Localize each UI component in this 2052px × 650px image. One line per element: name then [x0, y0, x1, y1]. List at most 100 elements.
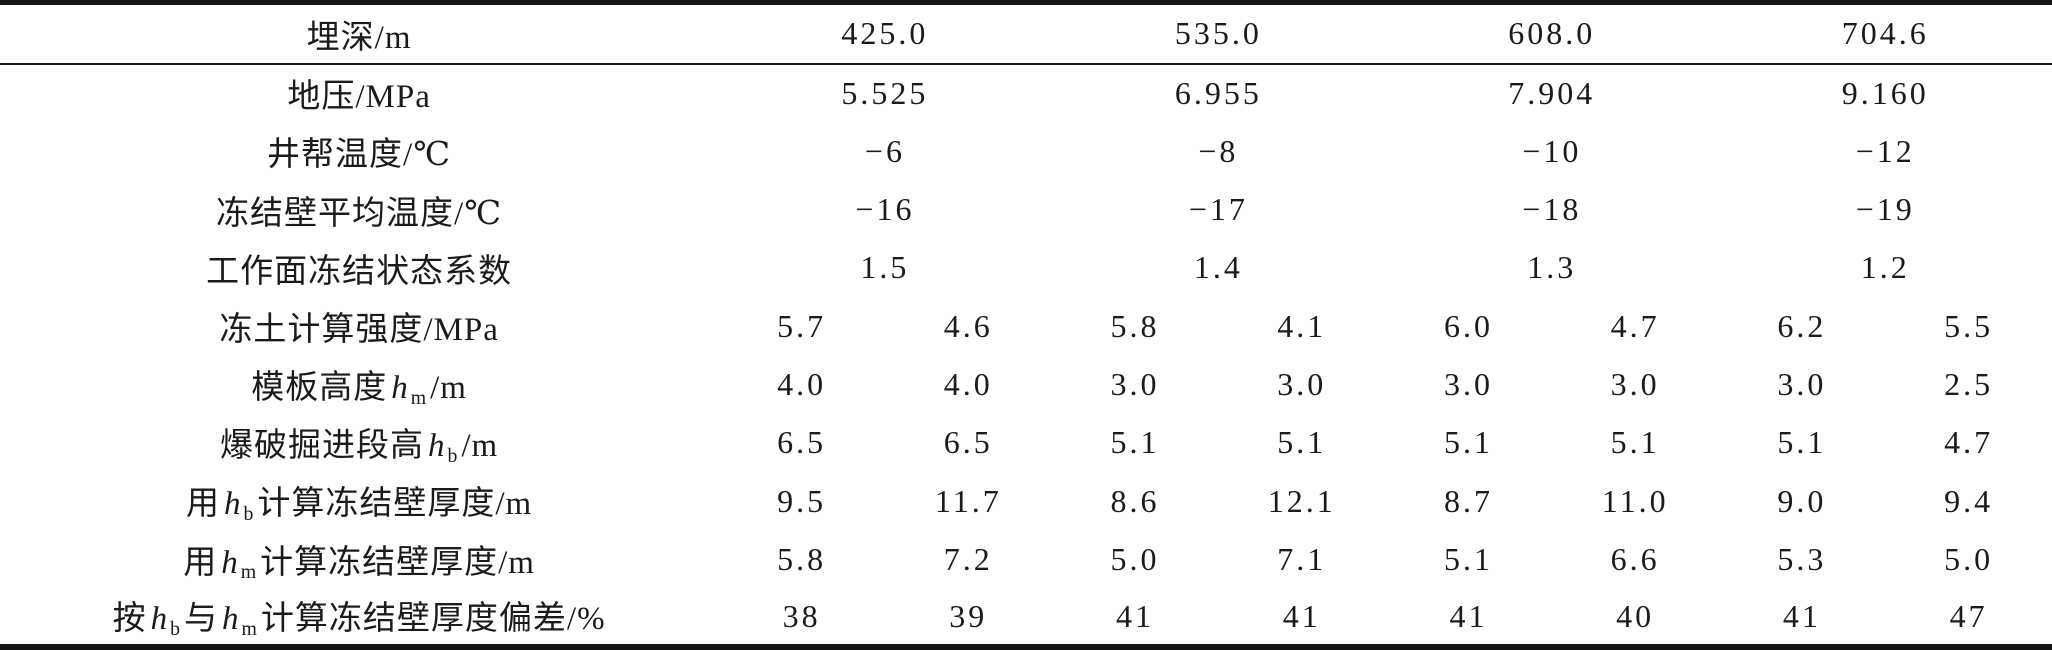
cell-dev-4b: 47 — [1949, 597, 1988, 634]
cell-thm-4b: 5.0 — [1944, 540, 1994, 577]
row-label-freezing-wall-avg-temperature: 冻结壁平均温度/℃ — [0, 180, 718, 238]
label-text: 冻土计算强度/MPa — [219, 312, 499, 349]
cell-dev-3a: 41 — [1449, 597, 1488, 634]
label-variable: h — [150, 601, 168, 638]
label-text: 与 — [184, 601, 219, 638]
label-subscript: b — [170, 618, 181, 641]
cell-depth-3: 608.0 — [1385, 2, 1719, 65]
label-text: 井帮温度/℃ — [267, 137, 452, 174]
table-row-burial-depth: 埋深/m 425.0 535.0 608.0 704.6 — [0, 2, 2052, 65]
table-row-thickness-deviation: 按 h b 与 h m 计算冻结壁厚度偏差/% 38 39 41 41 41 40 41 4… — [0, 589, 2052, 647]
cell-strength-1a: 5.7 — [777, 307, 827, 344]
cell-avgtemp-1: −16 — [855, 191, 915, 228]
label-text: /m — [430, 369, 467, 406]
cell-thb-4a: 9.0 — [1777, 482, 1827, 519]
row-label-thickness-by-hm: 用 h m 计算冻结壁厚度/m — [0, 530, 718, 588]
label-text: 用 — [185, 486, 220, 523]
label-text: 埋深/m — [306, 19, 412, 56]
table-row-blasting-section-height: 爆破掘进段高 h b/m 6.5 6.5 5.1 5.1 5.1 5.1 5.1 4… — [0, 414, 2052, 472]
cell-hm-1a: 4.0 — [777, 366, 827, 403]
table-row-thickness-by-hm: 用 h m 计算冻结壁厚度/m 5.8 7.2 5.0 7.1 5.1 6.6 5.3… — [0, 530, 2052, 588]
cell-hm-2b: 3.0 — [1277, 366, 1327, 403]
row-label-burial-depth: 埋深/m — [0, 2, 719, 65]
cell-hb-2b: 5.1 — [1277, 424, 1327, 461]
table-row-shaft-wall-temperature: 井帮温度/℃ −6 −8 −10 −12 — [0, 122, 2052, 180]
cell-coeff-2: 1.4 — [1193, 249, 1243, 286]
label-text: 用 — [183, 544, 218, 581]
label-text: 爆破掘进段高 — [219, 427, 424, 464]
cell-thb-2a: 8.6 — [1110, 482, 1160, 519]
cell-strength-3b: 4.7 — [1610, 307, 1660, 344]
label-subscript: m — [241, 618, 257, 641]
label-text: 模板高度 — [251, 369, 388, 406]
cell-thm-1b: 7.2 — [943, 540, 993, 577]
row-label-frozen-soil-strength: 冻土计算强度/MPa — [0, 297, 718, 355]
cell-dev-2a: 41 — [1116, 597, 1154, 634]
row-label-thickness-by-hb: 用 h b 计算冻结壁厚度/m — [0, 472, 718, 530]
label-subscript: m — [240, 561, 257, 584]
cell-pressure-2: 6.955 — [1174, 74, 1262, 111]
cell-hb-3a: 5.1 — [1443, 424, 1493, 461]
cell-thb-3a: 8.7 — [1443, 482, 1493, 519]
label-text: 计算冻结壁厚度偏差/% — [260, 601, 606, 638]
cell-thm-4a: 5.3 — [1777, 540, 1827, 577]
cell-thb-1b: 11.7 — [934, 482, 1002, 519]
cell-coeff-3: 1.3 — [1527, 249, 1577, 286]
cell-strength-4a: 6.2 — [1777, 307, 1827, 344]
cell-thm-1a: 5.8 — [777, 540, 827, 577]
label-text: 计算冻结壁厚度/m — [260, 544, 535, 581]
cell-hb-2a: 5.1 — [1110, 424, 1160, 461]
cell-dev-3b: 40 — [1616, 597, 1655, 634]
label-variable: h — [223, 486, 241, 523]
cell-hm-1b: 4.0 — [943, 366, 993, 403]
cell-thm-3a: 5.1 — [1443, 540, 1493, 577]
cell-dev-1b: 39 — [949, 597, 988, 634]
cell-pressure-4: 9.160 — [1841, 74, 1929, 111]
cell-thm-2a: 5.0 — [1110, 540, 1160, 577]
row-label-ground-pressure: 地压/MPa — [0, 64, 718, 122]
label-text: 地压/MPa — [287, 79, 431, 116]
cell-pressure-1: 5.525 — [841, 74, 929, 111]
cell-thb-1a: 9.5 — [777, 482, 827, 519]
cell-thm-2b: 7.1 — [1277, 540, 1327, 577]
row-label-formwork-height: 模板高度 h m/m — [0, 355, 718, 413]
cell-hb-4a: 5.1 — [1777, 424, 1827, 461]
label-text: /m — [461, 427, 499, 464]
cell-dev-4a: 41 — [1782, 597, 1821, 634]
table-row-frozen-soil-strength: 冻土计算强度/MPa 5.7 4.6 5.8 4.1 6.0 4.7 6.2 5… — [0, 297, 2052, 355]
cell-hb-1b: 6.5 — [943, 424, 993, 461]
label-variable: h — [221, 544, 238, 581]
cell-hm-2a: 3.0 — [1110, 366, 1160, 403]
label-subscript: b — [447, 444, 458, 467]
cell-hm-3b: 3.0 — [1610, 366, 1660, 403]
cell-depth-2: 535.0 — [1051, 2, 1386, 65]
cell-avgtemp-4: −19 — [1855, 191, 1915, 228]
cell-dev-2b: 41 — [1282, 597, 1321, 634]
cell-hb-3b: 5.1 — [1610, 424, 1660, 461]
cell-hb-4b: 4.7 — [1944, 424, 1994, 461]
label-subscript: b — [243, 503, 254, 526]
row-label-blasting-section-height: 爆破掘进段高 h b/m — [0, 414, 718, 472]
cell-avgtemp-2: −17 — [1188, 191, 1248, 228]
table-row-freezing-wall-avg-temperature: 冻结壁平均温度/℃ −16 −17 −18 −19 — [0, 180, 2052, 238]
cell-avgtemp-3: −18 — [1522, 191, 1582, 228]
cell-thb-3b: 11.0 — [1601, 482, 1669, 519]
cell-hm-4a: 3.0 — [1777, 366, 1827, 403]
cell-strength-2a: 5.8 — [1110, 307, 1160, 344]
cell-hb-1a: 6.5 — [777, 424, 827, 461]
cell-strength-4b: 5.5 — [1944, 307, 1994, 344]
cell-depth-1: 425.0 — [718, 2, 1052, 65]
cell-walltemp-1: −6 — [864, 132, 905, 169]
table-row-ground-pressure: 地压/MPa 5.525 6.955 7.904 9.160 — [0, 64, 2052, 122]
cell-strength-3a: 6.0 — [1443, 307, 1493, 344]
label-variable: h — [391, 369, 408, 406]
cell-thm-3b: 6.6 — [1610, 540, 1660, 577]
cell-coeff-4: 1.2 — [1860, 249, 1910, 286]
cell-thb-4b: 9.4 — [1944, 482, 1994, 519]
cell-hm-3a: 3.0 — [1443, 366, 1493, 403]
table-row-formwork-height: 模板高度 h m/m 4.0 4.0 3.0 3.0 3.0 3.0 3.0 2.5 — [0, 355, 2052, 413]
cell-pressure-3: 7.904 — [1508, 74, 1596, 111]
cell-thb-2b: 12.1 — [1267, 482, 1336, 519]
row-label-shaft-wall-temperature: 井帮温度/℃ — [0, 122, 718, 180]
